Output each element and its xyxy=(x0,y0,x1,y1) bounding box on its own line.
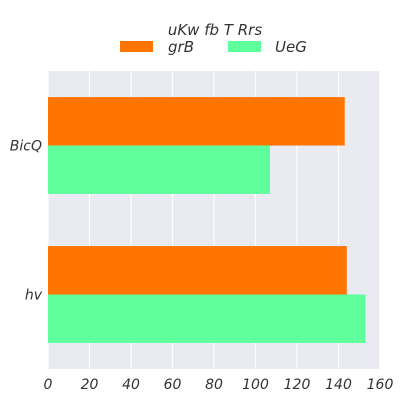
x-tick-labels: 0 20 40 60 80 100 120 140 160 xyxy=(44,377,394,393)
bars xyxy=(48,97,366,343)
x-tick-label: 160 xyxy=(367,377,394,393)
legend-swatch-grB xyxy=(120,41,153,52)
legend-label-UeG: UeG xyxy=(275,38,307,56)
x-tick-label: 140 xyxy=(325,377,352,393)
x-tick-label: 20 xyxy=(81,377,99,393)
x-tick-label: 40 xyxy=(122,377,140,393)
legend-label-grB: grB xyxy=(168,38,194,56)
legend-title: uKw fb T Rrs xyxy=(168,21,262,39)
x-tick-label: 120 xyxy=(284,377,311,393)
bar-grB-BicQ xyxy=(48,97,345,146)
y-tick-label: hv xyxy=(25,288,43,304)
y-tick-label: BicQ xyxy=(10,139,42,155)
x-tick-label: 80 xyxy=(205,377,223,393)
legend: grB UeG xyxy=(120,38,307,56)
bar-grB-hv xyxy=(48,246,347,295)
x-tick-label: 60 xyxy=(164,377,182,393)
y-tick-labels: BicQ hv xyxy=(10,139,43,304)
x-tick-label: 0 xyxy=(44,377,53,393)
bar-UeG-hv xyxy=(48,294,366,343)
x-tick-label: 100 xyxy=(242,377,269,393)
bar-UeG-BicQ xyxy=(48,145,271,194)
legend-swatch-UeG xyxy=(228,41,261,52)
